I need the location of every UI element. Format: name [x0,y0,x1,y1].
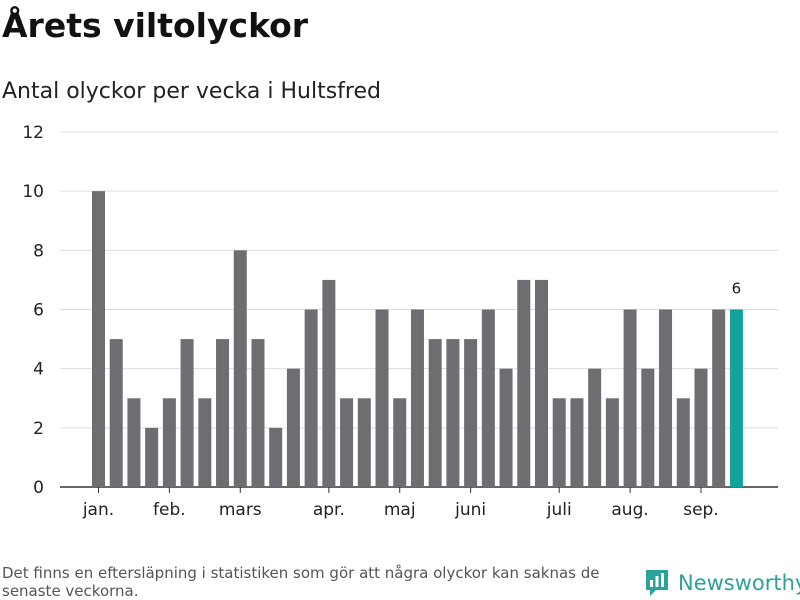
bar [694,368,708,487]
x-tick-label: feb. [153,500,186,520]
bar [216,339,230,487]
newsworthy-logo-icon [646,570,668,596]
bar [198,398,212,487]
y-tick-label: 2 [33,419,44,439]
bar [499,368,513,487]
bar [446,339,460,487]
x-tick-label: aug. [611,500,648,520]
bar [127,398,141,487]
bar [481,309,495,487]
y-tick-label: 4 [33,360,44,380]
bar [712,309,726,487]
bars [92,191,743,487]
x-tick-label: jan. [82,500,114,520]
y-tick-label: 12 [22,123,44,143]
data-label: 6 [732,280,742,298]
bar [623,309,637,487]
footnote: Det finns en eftersläpning i statistiken… [2,564,600,600]
bar [375,309,389,487]
x-tick-label: juni [454,500,486,520]
bar [357,398,371,487]
y-axis-tick-labels: 0 2 4 6 8 10 12 [22,123,44,498]
bar [109,339,123,487]
bar [393,398,407,487]
bar [676,398,690,487]
bar [340,398,354,487]
bar [659,309,673,487]
bar [428,339,442,487]
bar [233,250,247,487]
bar [162,398,176,487]
bar [92,191,105,487]
bar [552,398,566,487]
bar [145,427,159,487]
x-tick-label: apr. [313,500,345,520]
bar [517,279,531,487]
chart-title: Årets viltolyckor [2,6,309,45]
bar [269,427,283,487]
x-tick-label: maj [384,500,416,520]
brand-logo: Newsworthy [644,568,800,598]
bar [588,368,602,487]
y-tick-label: 10 [22,182,44,202]
x-axis-month-labels: jan. feb. mars apr. maj juni juli aug. sep. [82,487,719,520]
bar [322,279,336,487]
x-tick-label: mars [219,500,262,520]
bar [286,368,300,487]
bar [605,398,619,487]
bar [410,309,424,487]
y-tick-label: 6 [33,301,44,321]
bar [180,339,194,487]
bar [535,279,548,487]
bar [251,339,265,487]
bar [304,309,318,487]
bar-chart: 0 2 4 6 8 10 12 jan. feb. mars apr. maj juni juli aug… [22,123,778,520]
x-tick-label: sep. [683,500,719,520]
x-tick-label: juli [546,500,572,520]
bar [570,398,584,487]
data-labels: 6 [732,280,742,298]
y-tick-label: 0 [33,478,44,498]
chart-subtitle: Antal olyckor per vecka i Hultsfred [2,79,381,104]
bar [464,339,478,487]
bar [641,368,655,487]
bar [729,309,743,487]
brand-name: Newsworthy [678,571,800,595]
y-tick-label: 8 [33,241,44,261]
